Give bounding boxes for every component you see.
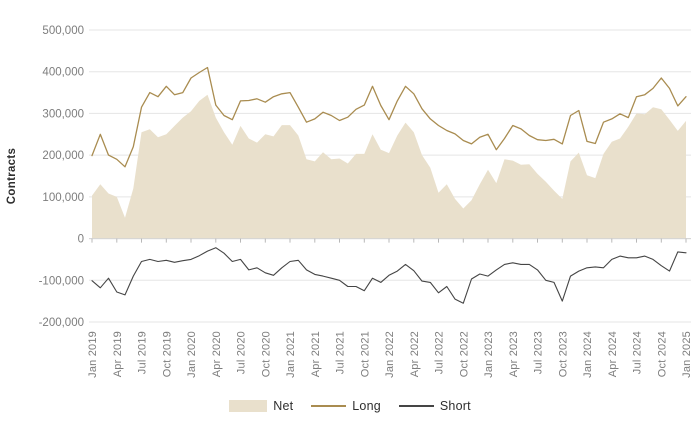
x-tick-label: Apr 2020 <box>211 331 223 377</box>
y-tick-label: 0 <box>78 234 84 246</box>
x-tick-label: Jan 2025 <box>681 331 693 378</box>
x-tick-label: Oct 2023 <box>557 331 569 377</box>
legend-net-label: Net <box>273 399 294 413</box>
x-tick-label: Jul 2024 <box>632 331 644 374</box>
y-tick-label: 500,000 <box>42 25 84 37</box>
x-tick-label: Jan 2019 <box>87 331 99 378</box>
short-line <box>91 247 687 304</box>
x-tick-label: Oct 2021 <box>359 331 371 377</box>
x-tick-label: Jan 2021 <box>285 331 297 378</box>
y-tick-label: 300,000 <box>42 108 84 120</box>
x-tick-label: Apr 2022 <box>409 331 421 377</box>
x-tick-label: Jan 2020 <box>186 331 198 378</box>
x-tick-label: Oct 2019 <box>161 331 173 377</box>
legend-item-short: Short <box>398 399 471 413</box>
x-tick-label: Jan 2023 <box>483 331 495 378</box>
y-tick-label: -100,000 <box>39 275 84 287</box>
x-tick-label: Jul 2019 <box>137 331 149 374</box>
x-tick-label: Apr 2023 <box>508 331 520 377</box>
legend-short-label: Short <box>439 399 471 413</box>
x-tick-label: Oct 2024 <box>656 331 668 377</box>
x-tick-label: Jul 2022 <box>434 331 446 374</box>
net-swatch <box>229 400 268 412</box>
long-swatch <box>311 405 347 407</box>
y-tick-label: 400,000 <box>42 67 84 79</box>
x-tick-label: Jan 2022 <box>384 331 396 378</box>
x-tick-label: Jul 2020 <box>236 331 248 374</box>
legend: Net Long Short <box>0 399 700 413</box>
x-tick-label: Apr 2024 <box>607 331 619 377</box>
x-tick-label: Oct 2020 <box>260 331 272 377</box>
y-tick-label: 200,000 <box>42 150 84 162</box>
x-tick-label: Jul 2023 <box>533 331 545 374</box>
y-axis-title: Contracts <box>6 148 18 204</box>
x-tick-label: Jan 2024 <box>582 331 594 378</box>
net-area <box>92 94 686 239</box>
x-tick-label: Apr 2021 <box>310 331 322 377</box>
y-tick-label: -200,000 <box>39 317 84 329</box>
short-swatch <box>398 405 434 407</box>
x-tick-label: Apr 2019 <box>112 331 124 377</box>
x-tick-label: Oct 2022 <box>458 331 470 377</box>
long-line <box>91 66 687 168</box>
legend-item-long: Long <box>311 399 381 413</box>
y-tick-label: 100,000 <box>42 192 84 204</box>
legend-long-label: Long <box>352 399 381 413</box>
x-tick-label: Jul 2021 <box>335 331 347 374</box>
legend-item-net: Net <box>229 399 293 413</box>
